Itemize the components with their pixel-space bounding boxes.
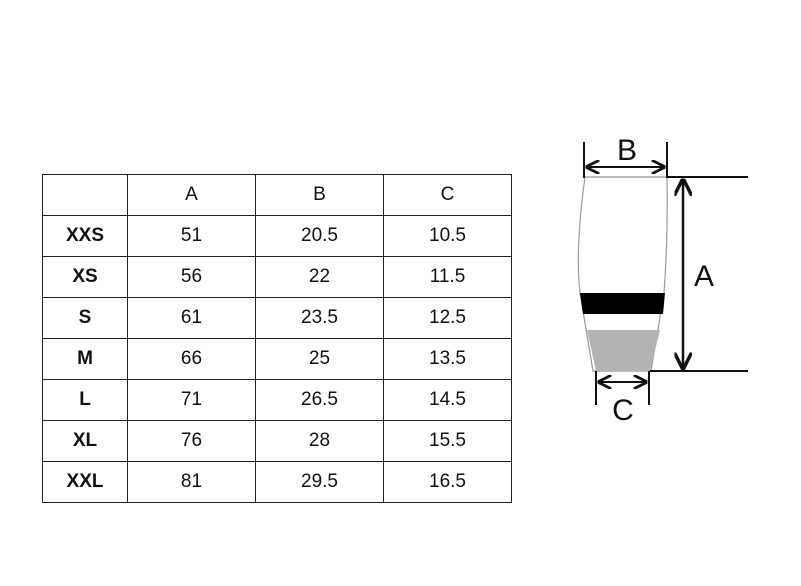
value-cell: 56 <box>127 256 256 298</box>
value-cell: 66 <box>127 338 256 380</box>
value-cell: 15.5 <box>383 420 512 462</box>
table-row: XXS 51 20.5 10.5 <box>42 215 512 257</box>
value-cell: 25 <box>255 338 384 380</box>
label-a: A <box>694 260 714 293</box>
value-cell: 81 <box>127 461 256 503</box>
value-cell: 16.5 <box>383 461 512 503</box>
table-row: M 66 25 13.5 <box>42 338 512 380</box>
value-cell: 23.5 <box>255 297 384 339</box>
value-cell: 26.5 <box>255 379 384 421</box>
sleeve-band <box>580 293 665 314</box>
table-row: S 61 23.5 12.5 <box>42 297 512 339</box>
table-row: XXL 81 29.5 16.5 <box>42 461 512 503</box>
size-cell: XXL <box>42 461 128 503</box>
label-c: C <box>612 394 634 427</box>
header-cell: C <box>383 174 512 216</box>
label-b: B <box>617 134 637 167</box>
value-cell: 20.5 <box>255 215 384 257</box>
sleeve-cuff <box>587 330 660 371</box>
value-cell: 13.5 <box>383 338 512 380</box>
table-row: XS 56 22 11.5 <box>42 256 512 298</box>
size-table: A B C XXS 51 20.5 10.5 XS 56 22 11.5 S 61 23.5 12… <box>42 174 512 503</box>
value-cell: 12.5 <box>383 297 512 339</box>
value-cell: 14.5 <box>383 379 512 421</box>
value-cell: 11.5 <box>383 256 512 298</box>
